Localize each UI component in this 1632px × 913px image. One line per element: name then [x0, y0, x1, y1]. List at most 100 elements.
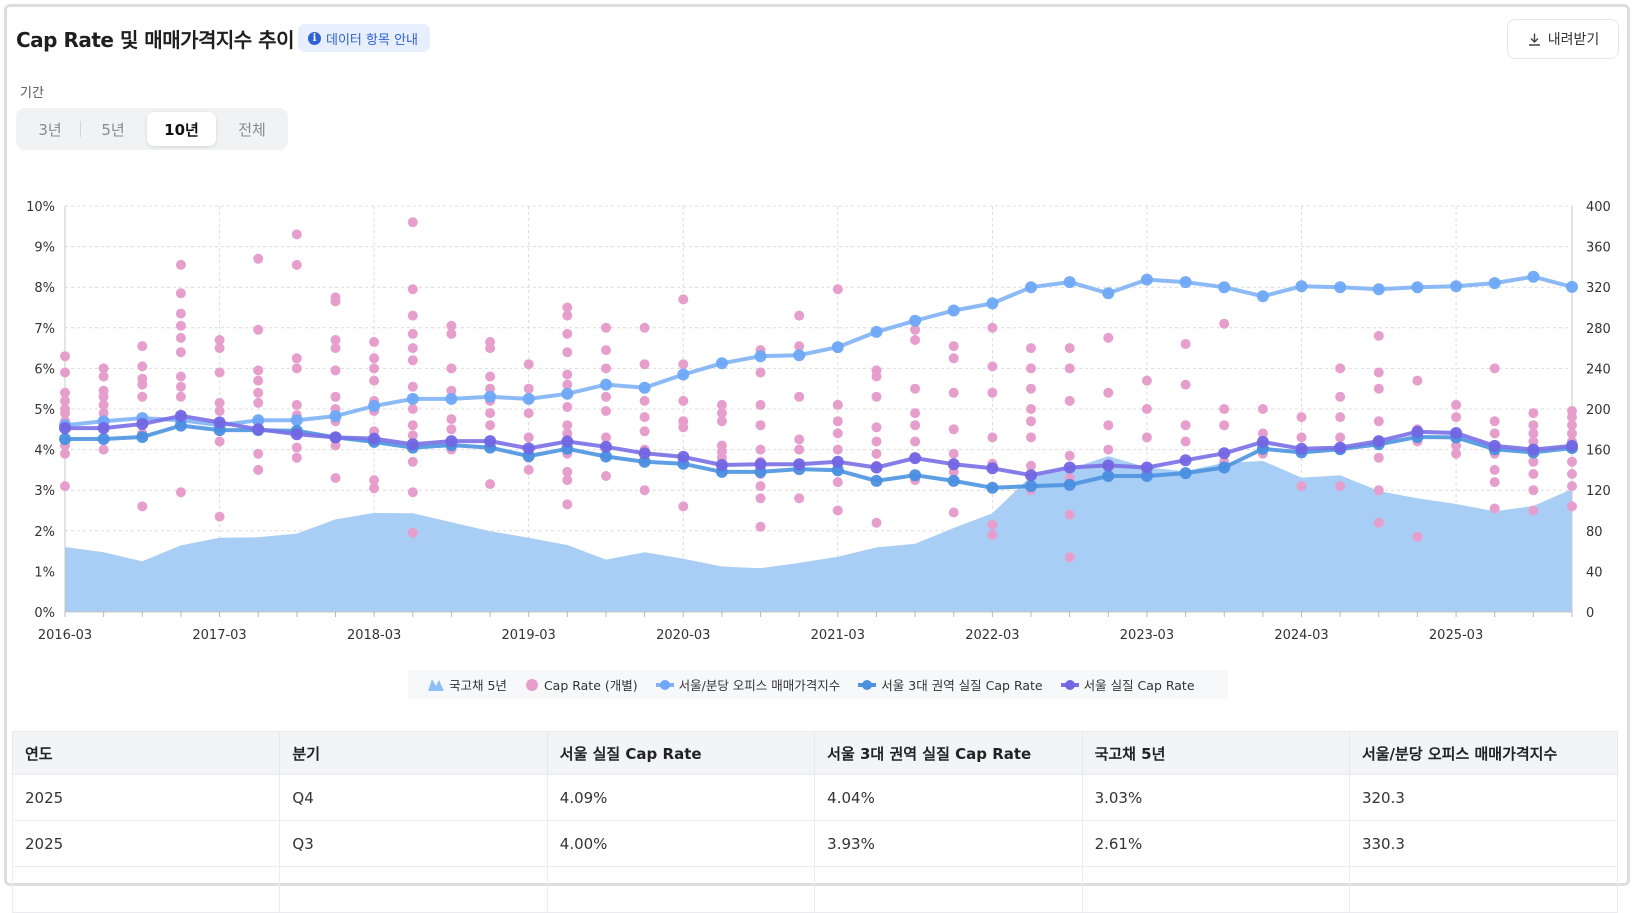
dot-legend-icon — [525, 678, 538, 691]
cap-rate-dot — [678, 359, 689, 370]
column-header-year[interactable]: 연도 — [11, 731, 281, 775]
cap-rate-dot — [175, 381, 186, 392]
seoul-cap-rate-point — [1488, 439, 1501, 452]
seoul-cap-rate-point — [1102, 459, 1115, 472]
legend-label: Cap Rate (개별) — [543, 678, 638, 693]
cap-rate-dot — [601, 406, 611, 416]
cap-rate-dot — [253, 387, 264, 398]
column-header-seoul3-cap-rate[interactable]: 서울 3대 권역 실질 Cap Rate — [814, 731, 1083, 775]
cap-rate-dot — [1567, 412, 1577, 423]
seoul-cap-rate-point — [909, 452, 922, 465]
cap-rate-dot — [407, 420, 418, 431]
cap-rate-dot — [291, 399, 302, 410]
cap-rate-dot — [601, 363, 611, 374]
period-option-10y[interactable]: 10년 — [147, 112, 216, 146]
cap-rate-dot — [832, 505, 843, 516]
price-index-point — [484, 390, 497, 403]
seoul-cap-rate-point — [793, 458, 806, 471]
cap-rate-dot — [98, 399, 109, 410]
line-legend-icon — [1060, 679, 1079, 690]
cap-rate-dot — [407, 355, 418, 366]
cap-rate-dot — [485, 383, 496, 394]
cap-rate-dot — [60, 395, 70, 406]
cap-rate-dot — [987, 387, 998, 398]
cap-rate-dot — [1489, 503, 1500, 514]
cap-rate-dot — [214, 367, 225, 378]
cap-rate-dot — [948, 448, 959, 459]
download-button[interactable]: 내려받기 — [1507, 19, 1619, 59]
price-index-point — [1140, 273, 1153, 286]
period-label: 기간 — [20, 86, 44, 101]
legend-seoul-cap-rate[interactable]: 서울 실질 Cap Rate — [1060, 675, 1195, 694]
legend-seoul3-cap-rate[interactable]: 서울 3대 권역 실질 Cap Rate — [858, 675, 1043, 694]
period-option-3y[interactable]: 3년 — [38, 120, 62, 139]
seoul-cap-rate-point — [754, 458, 767, 471]
cap-rate-dot — [60, 351, 70, 362]
y-right-tick-label: 320 — [1586, 281, 1611, 296]
cap-rate-dot — [755, 399, 766, 410]
legend-label: 서울 3대 권역 실질 Cap Rate — [881, 678, 1043, 693]
cap-rate-dot — [1180, 339, 1191, 349]
cap-rate-dot — [1567, 420, 1577, 431]
seoul-cap-rate-point — [831, 455, 844, 468]
seoul-cap-rate-point — [252, 423, 265, 436]
column-header-bond-5y[interactable]: 국고채 5년 — [1081, 731, 1350, 775]
legend-cap-rate-individual[interactable]: Cap Rate (개별) — [525, 675, 638, 694]
price-index-point — [986, 297, 999, 310]
cap-rate-dot — [330, 391, 341, 402]
cell-seoul-cap-rate: 4.00% — [546, 820, 816, 867]
price-index-point — [252, 414, 265, 427]
cap-rate-dot — [291, 442, 302, 453]
seoul3-cap-rate-point — [638, 455, 651, 468]
cap-rate-dot — [678, 395, 689, 406]
y-right-tick-label: 160 — [1586, 444, 1611, 459]
cap-rate-dot — [601, 471, 611, 481]
seoul-cap-rate-point — [1218, 447, 1231, 460]
y-left-tick-label: 9% — [34, 241, 55, 256]
cap-rate-dot — [832, 444, 843, 455]
cell-seoul3-cap-rate — [814, 866, 1083, 913]
legend-bond[interactable]: 국고채 5년 — [428, 675, 507, 694]
column-header-quarter[interactable]: 분기 — [279, 731, 548, 775]
cap-rate-dot — [60, 448, 70, 459]
period-option-5y[interactable]: 5년 — [101, 120, 125, 139]
cap-rate-dot — [137, 501, 148, 512]
price-index-point — [1450, 280, 1463, 293]
seoul-cap-rate-point — [1063, 461, 1076, 474]
legend-label: 국고채 5년 — [449, 678, 507, 693]
cap-rate-dot — [562, 302, 573, 313]
price-index-point — [1256, 290, 1269, 303]
data-info-button[interactable]: i 데이터 항목 안내 — [298, 24, 430, 52]
cap-rate-dot — [1141, 404, 1152, 414]
cap-rate-dot — [794, 391, 805, 402]
y-right-tick-label: 280 — [1586, 322, 1611, 337]
cap-rate-dot — [369, 353, 380, 364]
cap-rate-dot — [1064, 363, 1075, 374]
price-index-point — [1295, 280, 1308, 293]
cap-rate-dot — [832, 477, 843, 488]
cap-rate-dot — [1219, 420, 1230, 431]
x-tick-label: 2016-03 — [38, 628, 92, 643]
price-index-point — [638, 381, 651, 394]
legend-price-index[interactable]: 서울/분당 오피스 매매가격지수 — [655, 675, 840, 694]
period-option-all[interactable]: 전체 — [238, 120, 266, 139]
column-header-seoul-cap-rate[interactable]: 서울 실질 Cap Rate — [546, 731, 816, 775]
cap-rate-dot — [1064, 450, 1075, 461]
price-index-point — [406, 392, 419, 405]
cap-rate-dot — [1373, 330, 1384, 341]
seoul-cap-rate-point — [947, 458, 960, 471]
cap-rate-dot — [369, 337, 380, 347]
cap-rate-dot — [137, 379, 148, 390]
seoul-cap-rate-point — [1450, 427, 1463, 439]
cap-rate-dot — [755, 367, 766, 378]
cap-rate-dot — [1064, 343, 1075, 354]
y-left-tick-label: 4% — [34, 444, 55, 459]
column-header-price-index[interactable]: 서울/분당 오피스 매매가격지수 — [1348, 731, 1619, 775]
cap-rate-dot — [253, 397, 264, 408]
cell-quarter: Q4 — [279, 774, 548, 821]
cell-year — [11, 866, 281, 913]
cap-rate-dot — [214, 335, 225, 345]
seoul-cap-rate-point — [522, 442, 535, 455]
cap-rate-dot — [871, 371, 882, 382]
cap-rate-dot — [910, 335, 921, 345]
